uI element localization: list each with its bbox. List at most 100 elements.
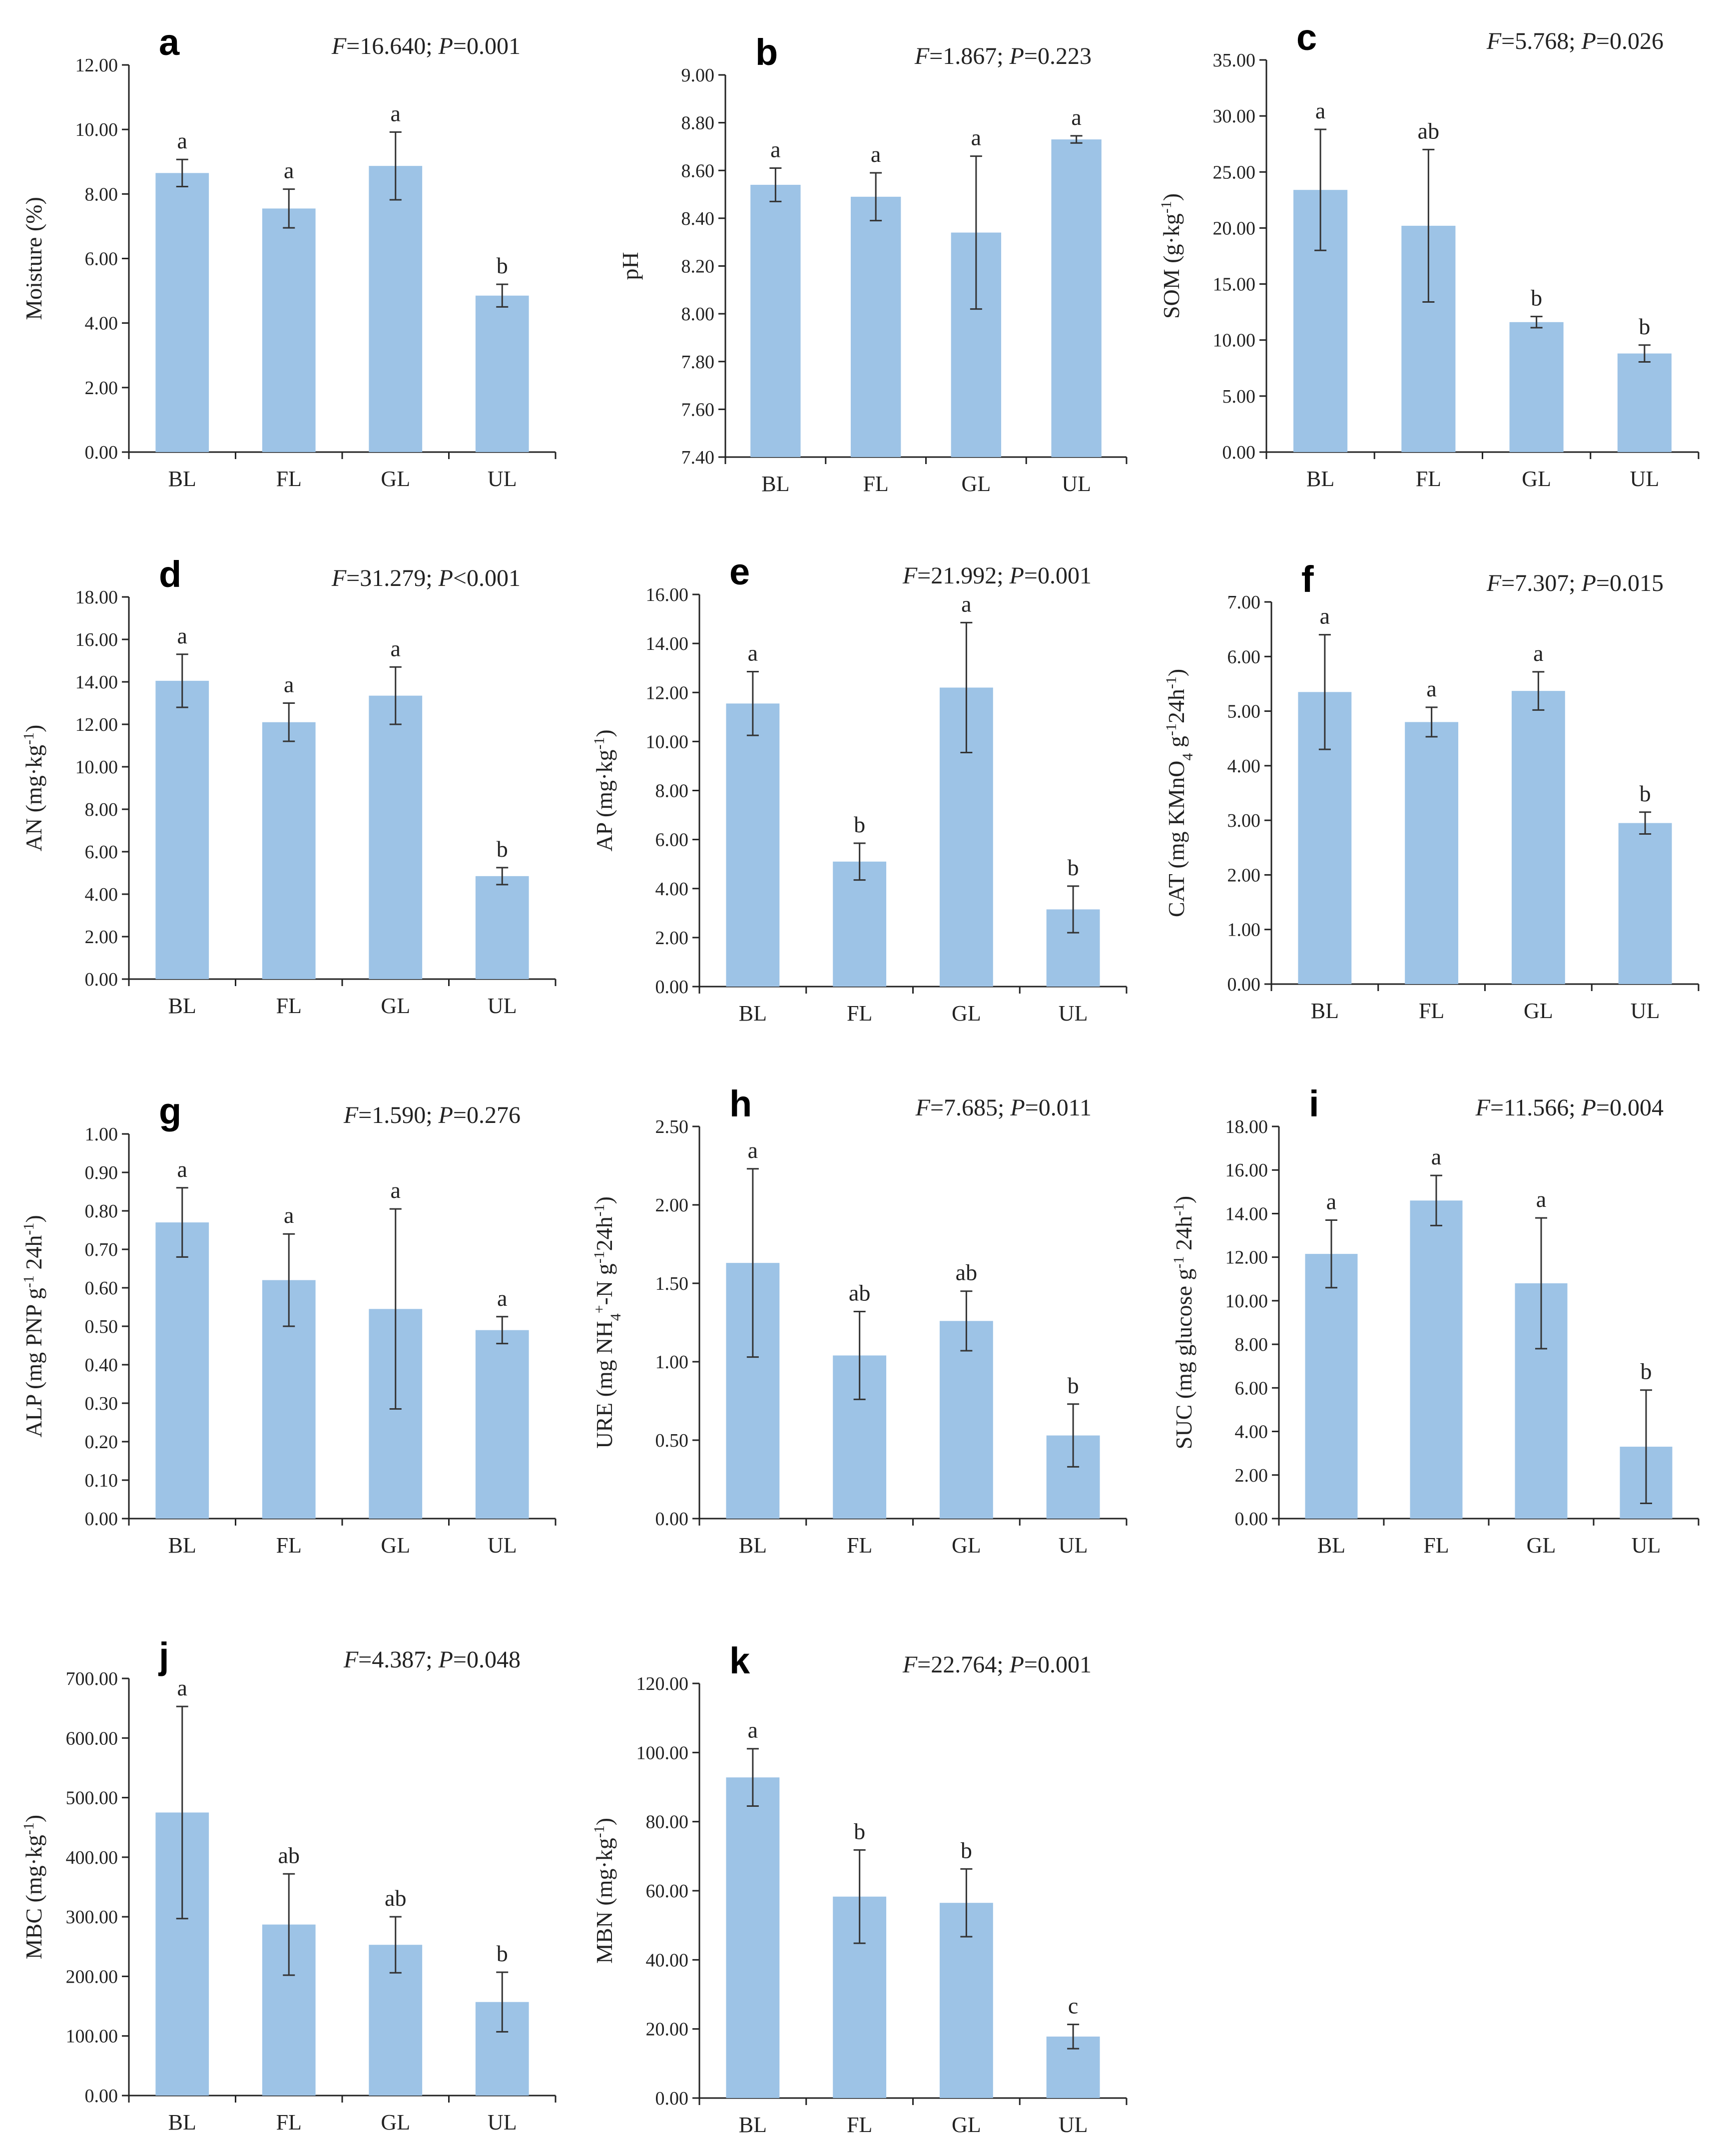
significance-letter: b (854, 812, 865, 837)
significance-letter: a (1426, 676, 1436, 701)
y-axis-title: MBN (mg·kg-1) (591, 1818, 617, 1964)
bar-fl (850, 196, 901, 457)
anova-stats: F=1.590; P=0.276 (343, 1102, 521, 1128)
x-category-label: BL (761, 472, 789, 496)
y-tick-label: 6.00 (1227, 646, 1261, 667)
significance-letter: a (497, 1285, 507, 1311)
x-category-label: BL (1317, 1533, 1345, 1558)
chart-panel-e: 0.00 2.00 4.00 6.00 8.00 10.00 12.00 14.00 16.00… (591, 551, 1128, 1026)
anova-stats: F=7.307; P=0.015 (1486, 570, 1664, 596)
y-axis-title: SOM (g·kg-1) (1158, 193, 1184, 319)
x-category-label: GL (381, 2110, 410, 2135)
chart-panel-c: 0.00 5.00 10.00 15.00 20.00 25.00 30.00 35.00 a B… (1158, 16, 1700, 491)
bar-bl (726, 703, 780, 987)
y-tick-label: 2.50 (655, 1116, 689, 1137)
y-tick-label: 8.00 (85, 799, 118, 820)
y-tick-label: 1.00 (655, 1352, 689, 1373)
x-category-label: FL (1416, 467, 1441, 491)
bar-bl (750, 184, 801, 457)
x-category-label: UL (488, 2110, 517, 2135)
significance-letter: a (770, 136, 780, 162)
y-tick-label: 6.00 (85, 842, 118, 863)
y-tick-label: 8.00 (681, 304, 715, 325)
y-tick-label: 10.00 (1225, 1291, 1268, 1312)
x-category-label: GL (381, 994, 410, 1018)
x-category-label: UL (488, 994, 517, 1018)
y-tick-label: 0.50 (655, 1430, 689, 1451)
y-tick-label: 16.00 (75, 629, 118, 650)
significance-letter: a (1071, 104, 1081, 130)
bar-ul (1617, 353, 1672, 452)
chart-panel-g: 0.00 0.10 0.20 0.30 0.40 0.50 0.60 0.70 0.80 0.90… (20, 1090, 557, 1558)
y-axis-title: CAT (mg KMnO4 g-124h-1) (1163, 669, 1196, 917)
y-tick-label: 10.00 (75, 757, 118, 778)
significance-letter: b (854, 1818, 865, 1844)
anova-stats: F=4.387; P=0.048 (343, 1646, 521, 1673)
significance-letter: a (177, 128, 187, 153)
significance-letter: a (177, 1156, 187, 1182)
bar-fl (833, 861, 887, 987)
x-category-label: GL (1524, 999, 1553, 1023)
y-tick-label: 4.00 (1235, 1422, 1268, 1443)
significance-letter: b (1640, 781, 1651, 806)
panel-letter: h (729, 1083, 752, 1124)
y-tick-label: 16.00 (1225, 1160, 1268, 1181)
significance-letter: ab (1418, 118, 1439, 143)
x-category-label: GL (381, 467, 410, 491)
significance-letter: b (1068, 855, 1079, 880)
y-tick-label: 8.40 (681, 208, 715, 229)
significance-letter: ab (278, 1842, 300, 1868)
x-category-label: BL (739, 1533, 767, 1558)
significance-letter: a (177, 623, 187, 648)
significance-letter: a (284, 672, 294, 697)
significance-letter: a (391, 1177, 401, 1203)
y-tick-label: 2.00 (85, 927, 118, 948)
panel-letter: k (729, 1640, 750, 1681)
y-tick-label: 1.00 (1227, 920, 1261, 941)
x-category-label: UL (1059, 1533, 1088, 1558)
significance-letter: a (1536, 1186, 1546, 1212)
y-tick-label: 200.00 (66, 1966, 118, 1987)
significance-letter: a (1326, 1189, 1336, 1214)
significance-letter: b (1639, 314, 1650, 339)
y-tick-label: 15.00 (1213, 274, 1256, 295)
y-tick-label: 1.00 (85, 1124, 118, 1145)
y-tick-label: 40.00 (646, 1950, 689, 1971)
y-tick-label: 5.00 (1222, 386, 1256, 407)
x-category-label: BL (1306, 467, 1334, 491)
significance-letter: ab (849, 1280, 870, 1306)
anova-stats: F=22.764; P=0.001 (902, 1651, 1092, 1678)
bar-gl (369, 166, 423, 452)
anova-stats: F=11.566; P=0.004 (1475, 1094, 1664, 1121)
bar-gl (1509, 322, 1564, 452)
y-tick-label: 0.30 (85, 1393, 118, 1414)
x-category-label: FL (1423, 1533, 1449, 1558)
x-category-label: FL (276, 1533, 302, 1558)
y-tick-label: 0.00 (1235, 1509, 1268, 1530)
anova-stats: F=1.867; P=0.223 (914, 43, 1092, 69)
y-tick-label: 12.00 (1225, 1247, 1268, 1268)
significance-letter: a (284, 158, 294, 183)
y-tick-label: 0.00 (85, 1509, 118, 1530)
y-tick-label: 8.20 (681, 256, 715, 277)
y-tick-label: 6.00 (1235, 1378, 1268, 1399)
bar-bl (155, 173, 209, 453)
y-tick-label: 60.00 (646, 1881, 689, 1902)
y-tick-label: 700.00 (66, 1668, 118, 1689)
significance-letter: a (748, 1717, 758, 1743)
y-axis-title: ALP (mg PNP g-1 24h-1) (20, 1215, 47, 1437)
significance-letter: a (971, 125, 981, 150)
y-tick-label: 0.00 (85, 442, 118, 463)
y-tick-label: 400.00 (66, 1847, 118, 1868)
x-category-label: BL (1311, 999, 1339, 1023)
x-category-label: UL (1062, 472, 1091, 496)
y-tick-label: 2.00 (1235, 1465, 1268, 1486)
y-tick-label: 6.00 (655, 830, 689, 851)
anova-stats: F=31.279; P<0.001 (331, 565, 521, 591)
bar-fl (1410, 1200, 1463, 1519)
significance-letter: a (391, 635, 401, 661)
y-tick-label: 30.00 (1213, 106, 1256, 127)
bar-bl (1305, 1254, 1358, 1519)
y-tick-label: 18.00 (1225, 1116, 1268, 1137)
chart-panel-b: 7.40 7.60 7.80 8.00 8.20 8.40 8.60 8.80 9.00 a BL a… (617, 31, 1128, 496)
